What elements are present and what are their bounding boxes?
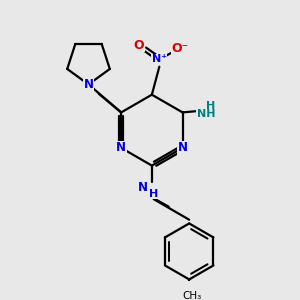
Text: NH: NH <box>196 109 215 119</box>
Text: N: N <box>137 182 148 194</box>
Text: O: O <box>134 39 144 52</box>
Text: N: N <box>116 141 126 154</box>
Text: O⁻: O⁻ <box>171 41 188 55</box>
Text: H: H <box>149 189 158 199</box>
Text: N: N <box>178 141 188 154</box>
Text: CH₃: CH₃ <box>182 291 202 300</box>
Text: N: N <box>83 78 94 91</box>
Text: N⁺: N⁺ <box>152 54 167 64</box>
Text: H: H <box>206 101 215 111</box>
